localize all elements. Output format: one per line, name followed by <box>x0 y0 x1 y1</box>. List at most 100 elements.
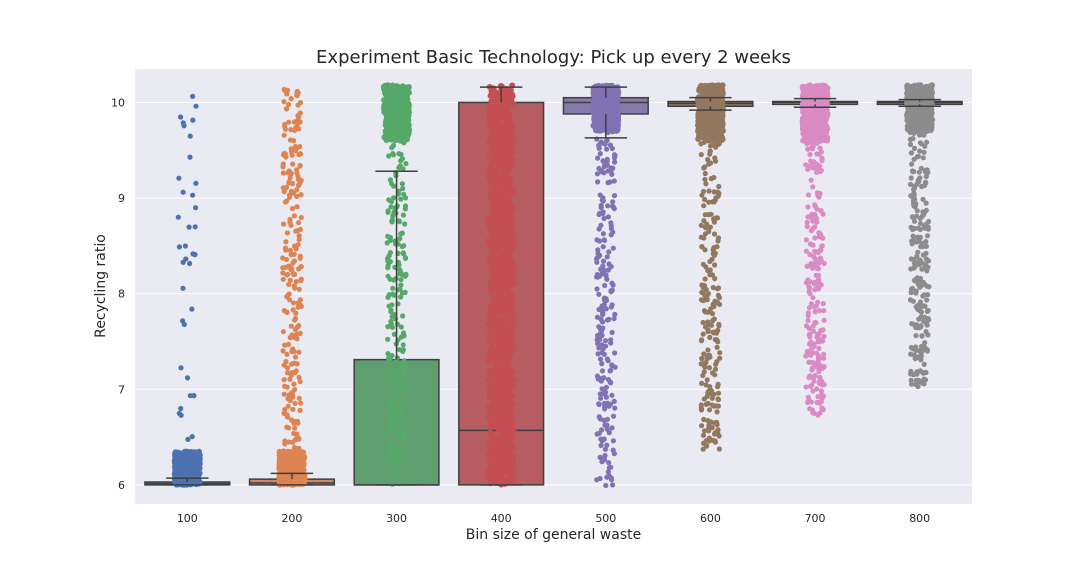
strip-point <box>603 447 608 452</box>
strip-point <box>387 124 392 129</box>
strip-point <box>602 352 607 357</box>
strip-point <box>400 371 405 376</box>
strip-point <box>290 153 295 158</box>
strip-point <box>500 458 505 463</box>
strip-point <box>292 283 297 288</box>
strip-point <box>490 220 495 225</box>
strip-point <box>489 439 494 444</box>
strip-point <box>503 382 508 387</box>
strip-point <box>504 391 509 396</box>
strip-point <box>286 170 291 175</box>
strip-point <box>610 146 615 151</box>
strip-point <box>295 419 300 424</box>
strip-point <box>703 212 708 217</box>
strip-point <box>388 84 393 89</box>
strip-point <box>605 401 610 406</box>
strip-point <box>509 478 515 484</box>
strip-point <box>596 401 601 406</box>
strip-point <box>390 454 395 459</box>
strip-point <box>298 100 303 105</box>
strip-point <box>288 127 293 132</box>
strip-point <box>297 287 302 292</box>
strip-point <box>491 270 496 275</box>
strip-point <box>602 283 607 288</box>
strip-point <box>602 164 607 169</box>
strip-point <box>507 137 512 142</box>
strip-point <box>496 136 501 141</box>
strip-point <box>498 472 503 477</box>
strip-point <box>288 137 293 142</box>
strip-point <box>401 213 406 218</box>
strip-point <box>594 256 599 261</box>
strip-point <box>503 446 508 451</box>
strip-point <box>398 283 403 288</box>
strip-point <box>386 130 391 135</box>
strip-point <box>715 121 720 126</box>
strip-point <box>611 283 616 288</box>
strip-point <box>713 159 718 164</box>
strip-point <box>821 407 826 412</box>
strip-point <box>494 199 499 204</box>
strip-point <box>178 114 183 119</box>
strip-point <box>508 160 513 165</box>
strip-point <box>287 217 292 222</box>
strip-point <box>506 105 511 110</box>
strip-point <box>491 405 496 410</box>
strip-point <box>614 113 620 119</box>
strip-point <box>604 306 609 311</box>
strip-point <box>500 143 505 148</box>
strip-point <box>508 347 513 352</box>
strip-point <box>284 352 289 357</box>
strip-point <box>504 338 509 343</box>
strip-point <box>292 119 297 124</box>
strip-point <box>707 120 712 125</box>
strip-point <box>492 174 497 179</box>
strip-point <box>706 189 711 194</box>
strip-point <box>499 186 504 191</box>
strip-point <box>403 195 408 200</box>
strip-point <box>386 459 391 464</box>
strip-point <box>391 152 396 157</box>
strip-point <box>805 204 810 209</box>
strip-point <box>599 377 604 382</box>
strip-point <box>716 136 721 141</box>
strip-point <box>285 310 290 315</box>
strip-point <box>398 294 403 299</box>
strip-point <box>602 160 607 165</box>
strip-point <box>602 296 607 301</box>
strip-point <box>609 289 614 294</box>
strip-point <box>606 249 611 254</box>
strip-point <box>610 482 615 487</box>
strip-point <box>397 408 402 413</box>
strip-point <box>493 325 498 330</box>
strip-point <box>193 224 198 229</box>
strip-point <box>707 335 712 340</box>
strip-point <box>816 195 821 200</box>
strip-point <box>508 238 514 244</box>
strip-point <box>604 108 609 113</box>
strip-point <box>403 290 408 295</box>
strip-point <box>187 225 192 230</box>
strip-point <box>597 239 602 244</box>
strip-point <box>603 273 608 278</box>
strip-point <box>701 189 706 194</box>
strip-point <box>599 459 604 464</box>
strip-point <box>600 319 605 324</box>
strip-point <box>816 346 821 351</box>
strip-point <box>397 236 402 241</box>
strip-point <box>494 361 499 366</box>
strip-point <box>611 448 616 453</box>
strip-point <box>702 197 707 202</box>
plot-area <box>135 69 972 504</box>
strip-point <box>386 274 391 279</box>
strip-point <box>385 375 390 380</box>
strip-point <box>503 125 508 130</box>
strip-point <box>192 252 197 257</box>
strip-point <box>394 375 399 380</box>
strip-point <box>176 176 181 181</box>
strip-point <box>610 330 615 335</box>
strip-point <box>601 231 606 236</box>
strip-point <box>699 423 704 428</box>
